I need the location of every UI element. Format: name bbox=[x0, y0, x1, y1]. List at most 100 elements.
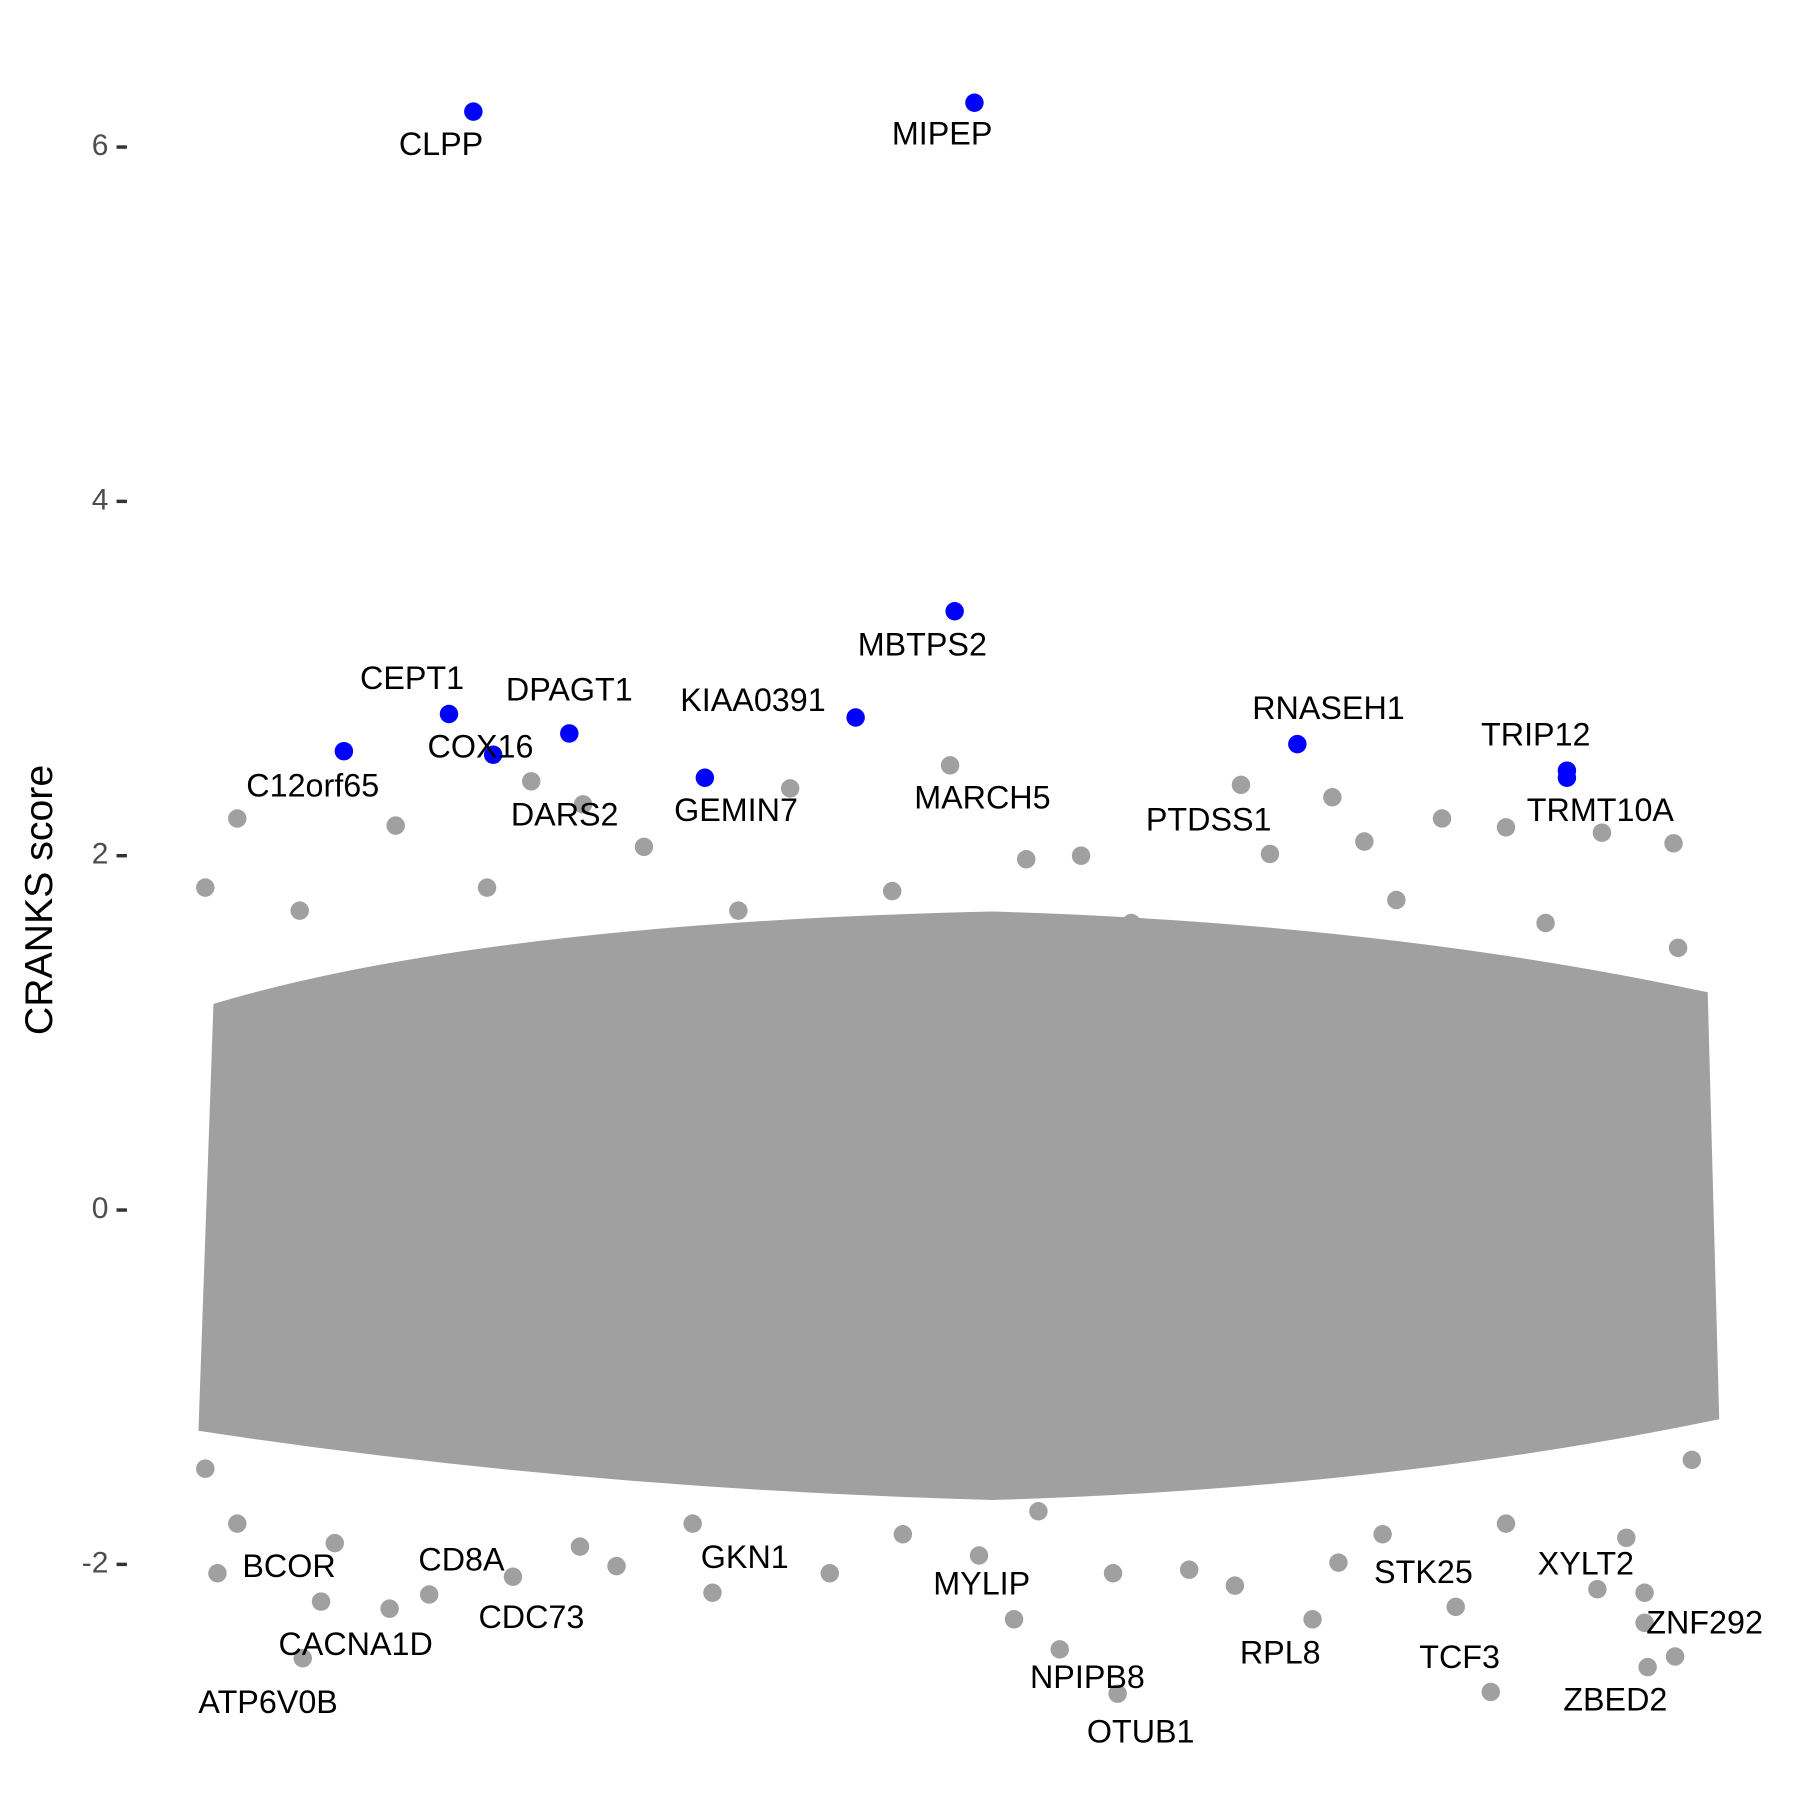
point bbox=[1682, 1450, 1702, 1470]
point-label: GKN1 bbox=[701, 1539, 789, 1575]
y-axis-title: CRANKS score bbox=[17, 765, 61, 1035]
point-label: MIPEP bbox=[892, 116, 993, 152]
point bbox=[208, 1563, 227, 1583]
point-label: KIAA0391 bbox=[680, 682, 825, 718]
point-label: MBTPS2 bbox=[858, 627, 987, 663]
point-label: TRIP12 bbox=[1481, 717, 1591, 753]
point bbox=[560, 724, 579, 743]
point bbox=[1179, 1560, 1199, 1579]
point bbox=[1665, 1647, 1685, 1666]
point-label: NPIPB8 bbox=[1030, 1659, 1145, 1695]
point bbox=[1481, 1682, 1500, 1702]
point bbox=[940, 756, 960, 775]
point bbox=[1373, 1525, 1392, 1544]
point-label: CLPP bbox=[399, 126, 483, 162]
point bbox=[846, 708, 865, 727]
point bbox=[325, 1533, 344, 1553]
point-label: CEPT1 bbox=[360, 660, 464, 696]
point bbox=[1664, 834, 1683, 853]
point bbox=[1108, 1684, 1127, 1703]
point bbox=[522, 772, 541, 791]
point-label: MYLIP bbox=[933, 1565, 1030, 1601]
point-label: OTUB1 bbox=[1087, 1714, 1195, 1750]
point-label: TRMT10A bbox=[1527, 792, 1675, 828]
point bbox=[1103, 1563, 1123, 1583]
point-label: TCF3 bbox=[1419, 1639, 1500, 1675]
point bbox=[1635, 1583, 1654, 1602]
point bbox=[228, 809, 247, 828]
point bbox=[1638, 1657, 1657, 1677]
point bbox=[1668, 938, 1688, 958]
point bbox=[1387, 890, 1406, 910]
point bbox=[1635, 1613, 1654, 1633]
point-label: CACNA1D bbox=[278, 1626, 432, 1662]
point bbox=[293, 1649, 312, 1668]
point bbox=[1617, 1528, 1636, 1548]
point bbox=[1071, 846, 1091, 865]
point bbox=[196, 1459, 215, 1478]
point bbox=[1231, 775, 1251, 795]
point-label: ZBED2 bbox=[1563, 1681, 1667, 1717]
y-tick-label: 2 bbox=[92, 838, 109, 871]
point bbox=[1536, 913, 1555, 933]
point bbox=[965, 93, 984, 112]
point bbox=[1303, 1610, 1322, 1629]
point-label: COX16 bbox=[428, 728, 534, 764]
point bbox=[1557, 768, 1577, 787]
point bbox=[573, 795, 593, 814]
point-label: BCOR bbox=[242, 1548, 335, 1584]
point bbox=[683, 1514, 702, 1533]
point bbox=[1355, 832, 1374, 851]
point-label: CDC73 bbox=[478, 1599, 584, 1635]
point-label: PTDSS1 bbox=[1146, 801, 1272, 837]
point bbox=[477, 878, 497, 897]
point bbox=[1496, 818, 1516, 837]
point bbox=[386, 816, 405, 835]
point-label: ATP6V0B bbox=[198, 1684, 337, 1720]
point bbox=[228, 1514, 247, 1533]
point-label: GEMIN7 bbox=[674, 792, 798, 828]
point bbox=[311, 1592, 331, 1611]
point-label: CD8A bbox=[418, 1542, 505, 1578]
point bbox=[1592, 823, 1612, 842]
point bbox=[483, 745, 503, 764]
point bbox=[439, 704, 459, 724]
point bbox=[1288, 734, 1307, 754]
point bbox=[334, 741, 354, 761]
point bbox=[570, 1537, 590, 1556]
point bbox=[945, 601, 964, 621]
point bbox=[1588, 1579, 1607, 1599]
dense-point-cloud bbox=[198, 911, 1720, 1500]
point bbox=[1122, 913, 1141, 933]
point bbox=[703, 1583, 722, 1602]
point bbox=[969, 1546, 989, 1565]
point-label: RNASEH1 bbox=[1252, 690, 1405, 726]
point-label: ZNF292 bbox=[1646, 1605, 1763, 1641]
point-label: STK25 bbox=[1374, 1554, 1473, 1590]
point bbox=[290, 901, 309, 920]
point-label: RPL8 bbox=[1240, 1635, 1321, 1671]
point bbox=[196, 878, 215, 897]
y-tick-label: 4 bbox=[92, 483, 109, 516]
point bbox=[1323, 788, 1342, 807]
point bbox=[1432, 809, 1452, 828]
point-label: DPAGT1 bbox=[506, 671, 633, 707]
point bbox=[882, 881, 902, 901]
point-label: XYLT2 bbox=[1538, 1546, 1634, 1582]
point bbox=[1017, 850, 1036, 869]
point bbox=[1029, 1501, 1048, 1521]
point bbox=[1260, 844, 1280, 864]
y-tick-label: 0 bbox=[92, 1192, 109, 1225]
point bbox=[695, 768, 715, 787]
point bbox=[1050, 1640, 1069, 1659]
point bbox=[1225, 1576, 1245, 1595]
point bbox=[1329, 1553, 1348, 1572]
point bbox=[634, 837, 654, 857]
point bbox=[1446, 1597, 1465, 1617]
point bbox=[419, 1585, 439, 1604]
point-label: MARCH5 bbox=[914, 780, 1050, 816]
point bbox=[607, 1556, 626, 1576]
point-label: DARS2 bbox=[511, 797, 619, 833]
